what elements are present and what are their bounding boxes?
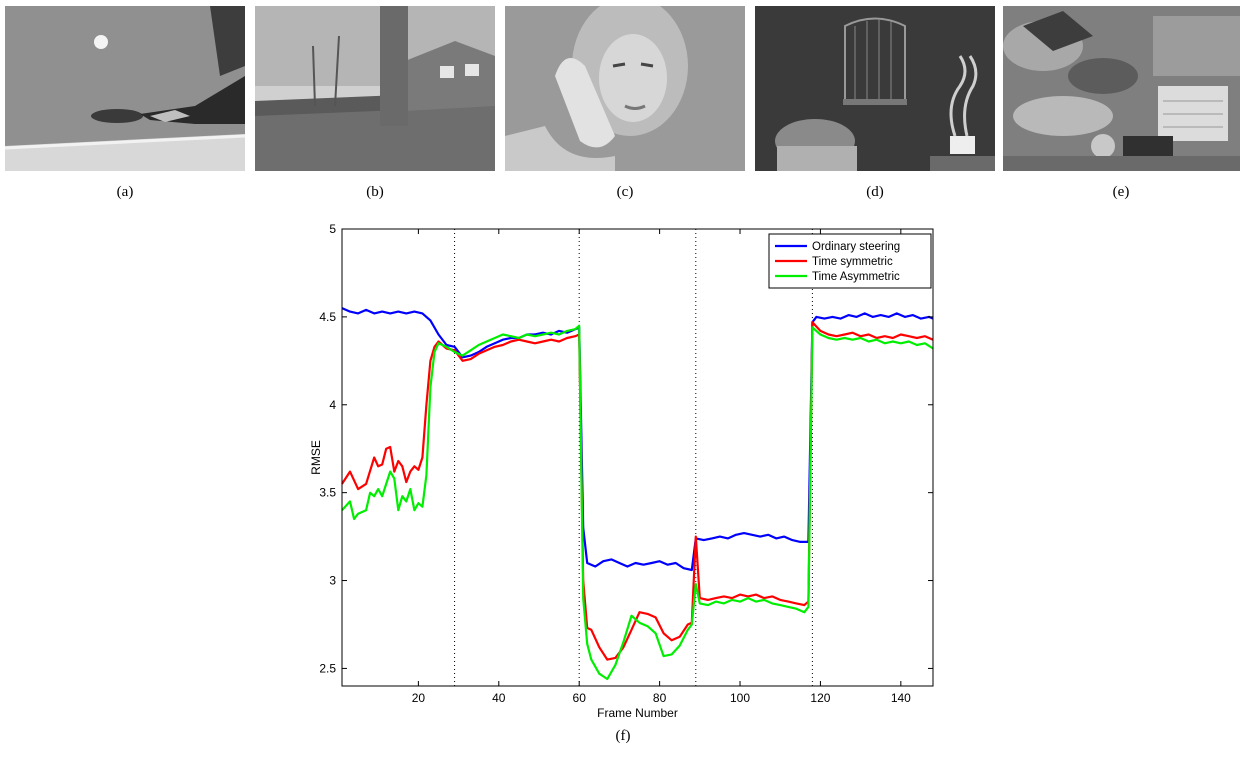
caption-b: (b) xyxy=(366,184,384,200)
caption-a: (a) xyxy=(116,184,134,200)
scene-boundaries xyxy=(454,229,813,686)
image-panel-e xyxy=(1003,6,1240,171)
legend-label-2: Time Asymmetric xyxy=(812,271,900,283)
image-panel-a xyxy=(5,6,245,171)
y-tick-label-5: 5 xyxy=(329,222,336,236)
series-line-time-asymmetric xyxy=(341,324,934,681)
caption-c: (c) xyxy=(616,184,634,200)
legend-label-1: Time symmetric xyxy=(812,256,893,268)
plot-frame xyxy=(341,228,934,687)
caption-e: (e) xyxy=(1112,184,1130,200)
x-tick-label-0: 20 xyxy=(412,691,426,705)
series-line-ordinary-steering xyxy=(341,307,934,572)
y-tick-label-1: 3 xyxy=(329,574,336,588)
image-panel-d xyxy=(755,6,995,171)
y-tick-label-3: 4 xyxy=(329,398,336,412)
x-tick-label-1: 40 xyxy=(492,691,506,705)
x-tick-label-3: 80 xyxy=(653,691,667,705)
caption-d: (d) xyxy=(866,184,884,200)
x-tick-label-6: 140 xyxy=(891,691,911,705)
legend: Ordinary steering Time symmetric Time Asym… xyxy=(768,233,932,289)
image-panel-c xyxy=(505,6,745,171)
x-axis-label: Frame Number xyxy=(597,706,678,720)
legend-label-0: Ordinary steering xyxy=(812,241,900,253)
image-panel-b xyxy=(255,6,495,171)
x-tick-label-5: 120 xyxy=(810,691,830,705)
y-tick-label-4: 4.5 xyxy=(319,310,336,324)
series-layer xyxy=(341,307,934,681)
x-tick-label-2: 60 xyxy=(573,691,587,705)
y-tick-label-2: 3.5 xyxy=(319,486,336,500)
caption-f: (f) xyxy=(615,728,631,744)
x-tick-label-4: 100 xyxy=(730,691,750,705)
y-axis-label: RMSE xyxy=(309,440,323,475)
axis-ticks: 20 40 60 80 100 120 140 2.5 3 3.5 4 4.5 5 xyxy=(319,222,933,705)
y-tick-label-0: 2.5 xyxy=(319,661,336,675)
series-line-time-symmetric xyxy=(341,321,934,661)
